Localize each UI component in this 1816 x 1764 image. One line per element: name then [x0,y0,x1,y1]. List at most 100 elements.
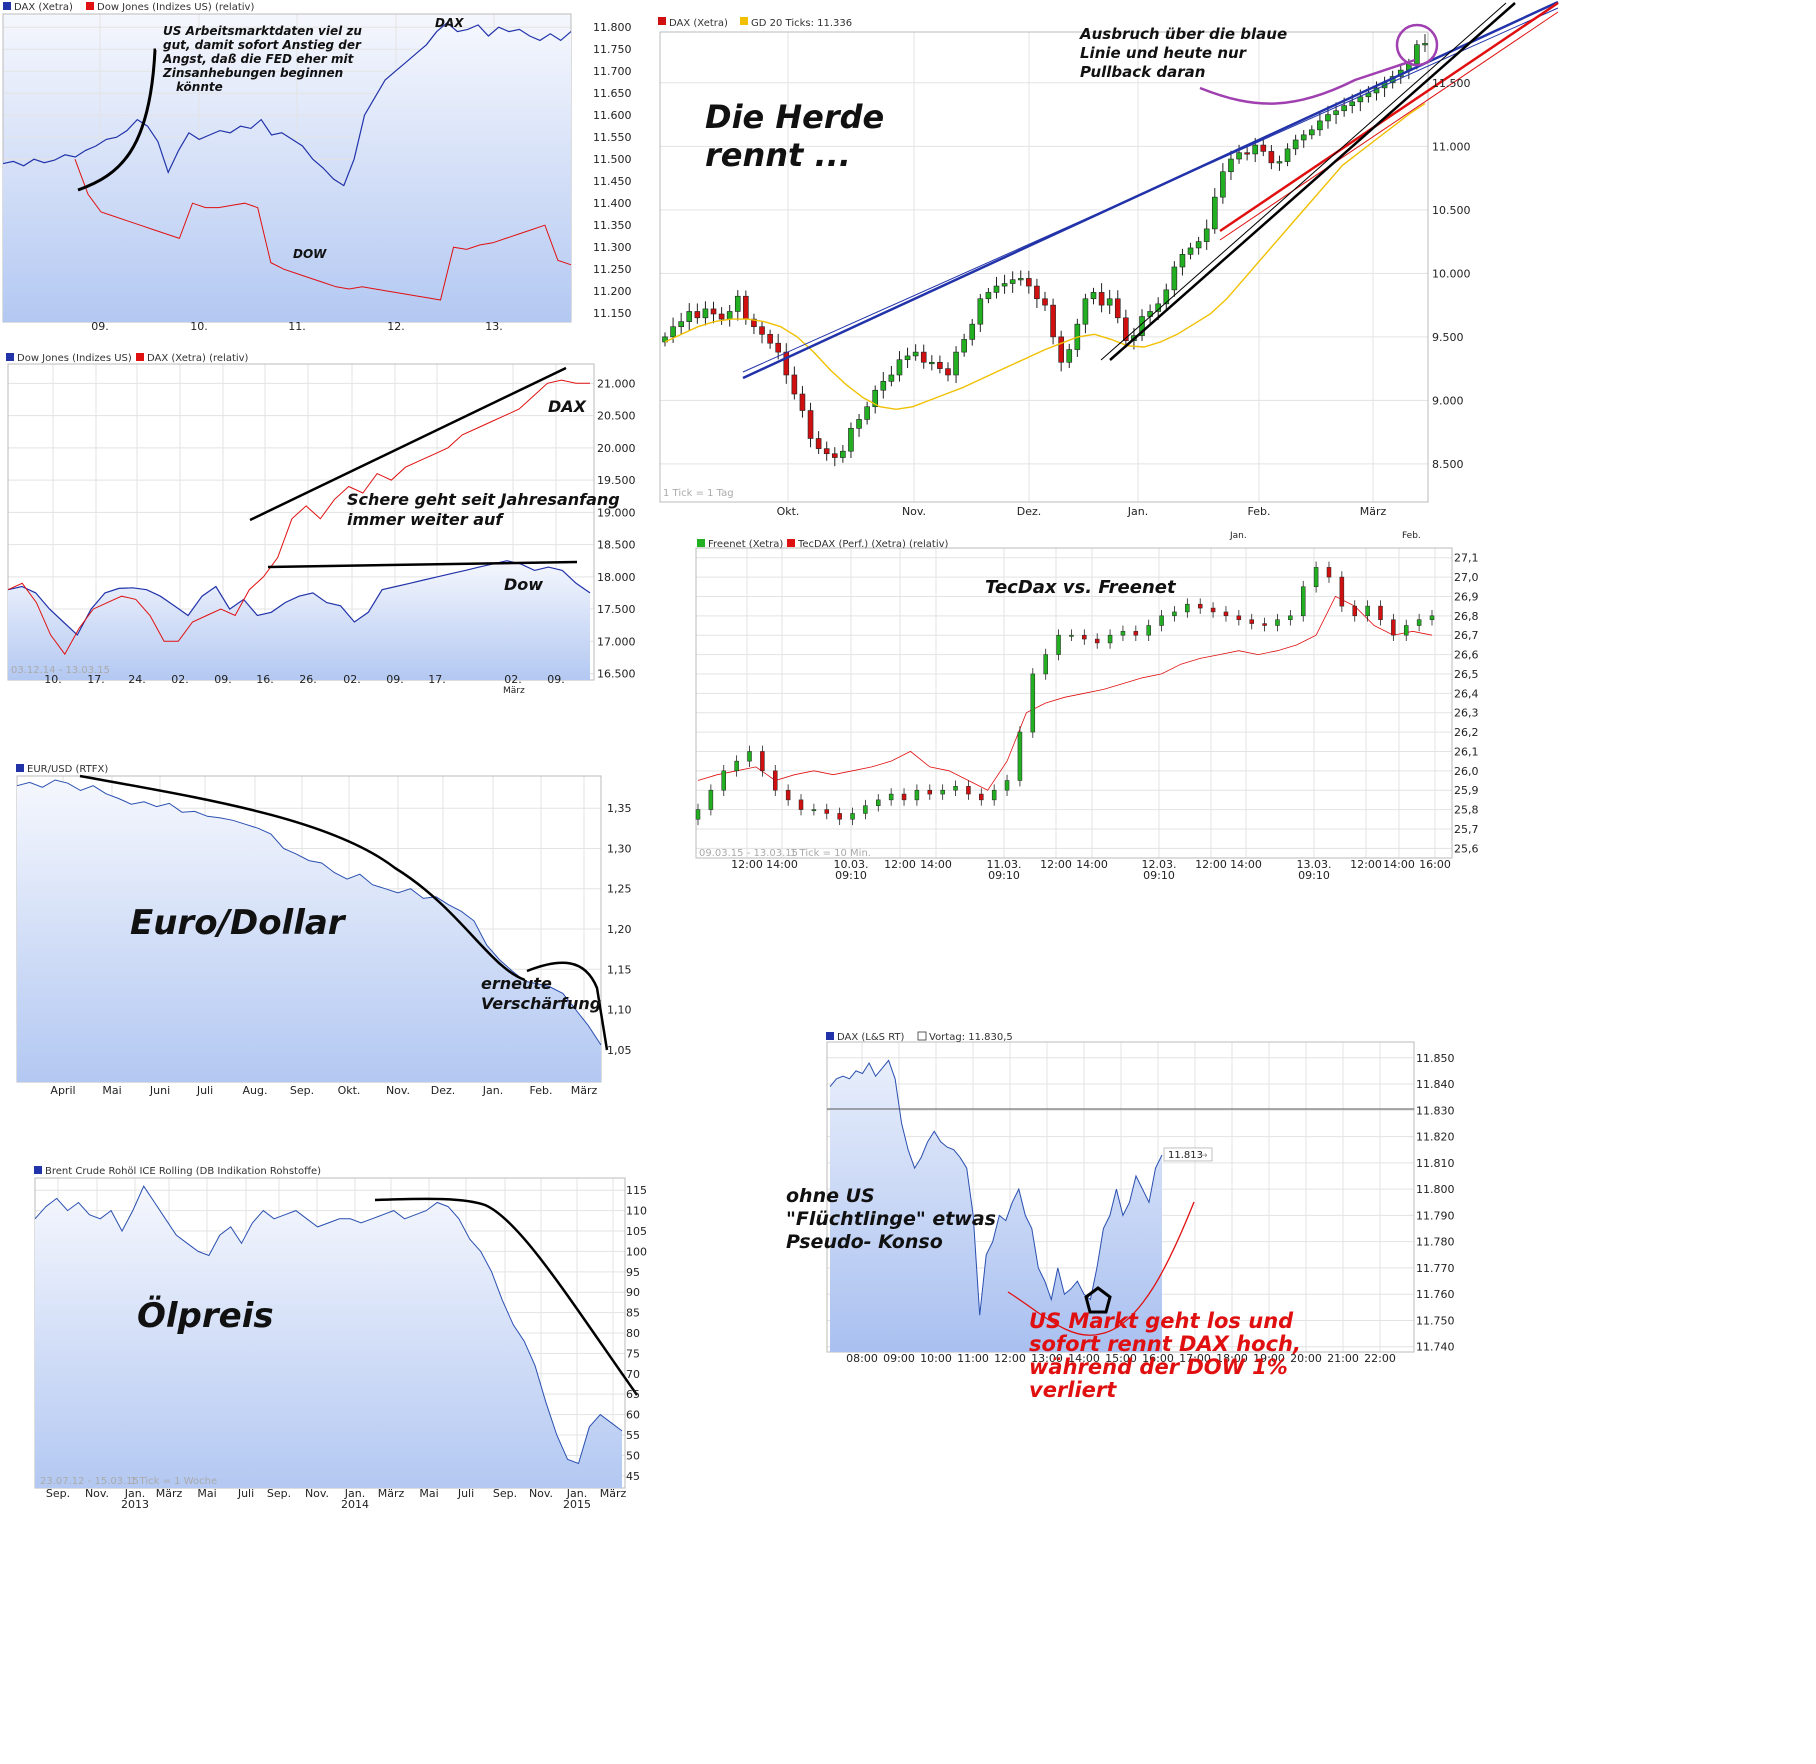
x-tick-label: 02. [171,673,189,686]
y-tick-label: 1,30 [607,842,632,855]
x-tick-label: 12:00 [1350,858,1382,871]
candle [945,368,951,376]
y-tick-label: 11.550 [593,131,632,144]
x-tick-label: 12:00 [884,858,916,871]
svg-text:11.813: 11.813 [1168,1150,1203,1161]
top-label-jan: Jan. [1229,531,1247,541]
brent-line [34,1185,623,1465]
candle [1391,619,1396,636]
y-tick-label: 1,05 [607,1044,632,1057]
x-tick-label: 10. [44,673,62,686]
y-tick-label: 21.000 [597,377,636,390]
date-range: 03.12.14 - 13.03.15 [11,665,110,676]
dow-area [8,560,590,680]
legend-swatch-dax [658,17,666,25]
trendline-red-thin [1219,11,1559,241]
legend-vortag: Vortag: 11.830,5 [929,1032,1013,1043]
legend-swatch-dax [136,353,144,361]
y-tick-label: 11.820 [1416,1131,1455,1144]
x-year-label: 2013 [121,1498,149,1511]
y-tick-label: 8.500 [1432,458,1464,471]
y-tick-label: 11.810 [1416,1157,1455,1170]
x-tick-label: Nov. [305,1487,329,1500]
legend-eurusd: EUR/USD (RTFX) [27,764,108,775]
candle [991,789,997,801]
y-tick-label: 25,6 [1454,842,1479,855]
trendline-red [1219,1,1559,233]
candle [734,760,739,772]
candle [985,292,992,300]
x-tick-label: 14:00 [766,858,798,871]
annotation-line-3: Pullback daran [1080,63,1205,81]
x-tick-label: 12.03. [1142,858,1177,871]
candle [1236,152,1242,160]
y-tick-label: 1,35 [607,802,632,815]
x-tick-label: 17. [87,673,105,686]
x-tick-label: 10. [190,320,208,333]
candle [1163,289,1170,305]
chart-eurusd: EUR/USD (RTFX) 1,35 1,30 1,25 1,20 1,15 1,10 1… [16,764,632,1097]
candle [1326,567,1332,578]
candle [1276,161,1283,164]
x-tick-label: 12:00 [731,858,763,871]
candle [1288,615,1293,620]
candle [785,789,791,801]
candle [710,308,717,315]
candle [824,809,830,814]
y-tick-label: 1,15 [607,963,632,976]
dax-line [2,22,572,187]
x-tick-label: 09. [91,320,109,333]
annotation-line-3: Angst, daß die FED eher mit [162,52,355,66]
y-tick-label: 11.400 [593,197,632,210]
candle [1210,607,1216,613]
y-tick-label: 50 [626,1449,640,1462]
label-oelpreis: Ölpreis [137,1295,274,1336]
x-tick-label: März [1360,505,1387,518]
label-dax: DAX [548,397,587,416]
label-dax: DAX [435,16,464,30]
x-tick-label: Jan. [124,1487,145,1500]
annotation-red-line-3: während der DOW 1% [1029,1355,1288,1379]
annotation-line-2: gut, damit sofort Anstieg der [163,38,362,52]
candle [848,428,854,452]
x-tick-label: Nov. [902,505,926,518]
candle [1223,611,1229,617]
candle [920,351,927,363]
candle [759,326,765,335]
y-tick-label: 105 [626,1225,647,1238]
candle [1042,298,1048,306]
candle [1034,285,1040,300]
candle [1244,152,1250,155]
candle [1069,634,1074,637]
x-tick-label: 26. [299,673,317,686]
candle [1098,292,1105,306]
y-tick-label: 11.830 [1416,1104,1455,1117]
candle [1352,605,1357,617]
candle [708,789,714,810]
y-tick-label: 11.760 [1416,1288,1455,1301]
candle [1403,625,1409,636]
y-tick-label: 11.500 [1432,77,1471,90]
annotation-line-1: US Arbeitsmarktdaten viel zu [163,24,362,38]
annotation-pentagon [1084,1286,1112,1314]
candle [747,751,752,762]
legend-dax: DAX (L&S RT) [837,1032,905,1043]
candle [760,751,765,772]
candle [1050,304,1056,338]
x-tick-label: Okt. [777,505,800,518]
candle [937,361,943,369]
legend-swatch-dax [826,1032,834,1040]
x-tick-label: Jan. [1127,505,1148,518]
y-tick-label: 26,6 [1454,649,1479,662]
annotation-curve-decline [79,774,526,982]
label-dow: Dow [504,575,543,594]
candle [1228,158,1234,173]
y-tick-label: 20.000 [597,442,636,455]
x-tick-label: 14:00 [1076,858,1108,871]
x-tick-label: 19:00 [1253,1352,1285,1365]
legend-swatch-vortag [917,1031,927,1041]
y-tick-label: 26,5 [1454,668,1479,681]
dax-relative-line [7,379,590,656]
candle [863,805,868,814]
legend-swatch-tecdax [787,539,795,547]
